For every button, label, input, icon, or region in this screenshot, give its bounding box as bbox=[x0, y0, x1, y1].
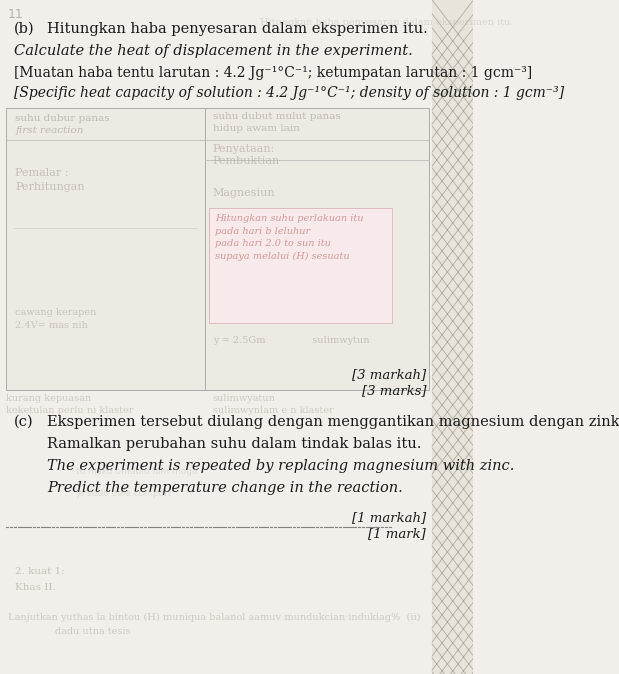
Text: Eksperimen tersebut diulang dengan menggantikan magnesium dengan zink.: Eksperimen tersebut diulang dengan mengg… bbox=[48, 415, 619, 429]
Text: first reaction: first reaction bbox=[15, 126, 84, 135]
Text: dadu utna tesis: dadu utna tesis bbox=[7, 627, 130, 636]
Text: y = 2.5Gm               sulimwytun: y = 2.5Gm sulimwytun bbox=[212, 336, 369, 345]
Text: [Muatan haba tentu larutan : 4.2 Jg⁻¹°C⁻¹; ketumpatan larutan : 1 gcm⁻³]: [Muatan haba tentu larutan : 4.2 Jg⁻¹°C⁻… bbox=[14, 66, 532, 80]
Text: Khas II.: Khas II. bbox=[15, 583, 56, 592]
Text: suhu dubur panas: suhu dubur panas bbox=[15, 114, 110, 123]
Text: Calculate the heat of displacement in the experiment.: Calculate the heat of displacement in th… bbox=[14, 44, 412, 58]
Text: Pembuktian: Pembuktian bbox=[212, 156, 280, 166]
Text: Predict the temperature change in the reaction.: Predict the temperature change in the re… bbox=[48, 481, 403, 495]
Text: sulimwyatun: sulimwyatun bbox=[212, 394, 275, 403]
Text: [1 markah]: [1 markah] bbox=[352, 511, 426, 524]
Bar bbox=[6, 108, 429, 390]
Text: hidup awam lain: hidup awam lain bbox=[212, 124, 300, 133]
Text: Perhitungan: Perhitungan bbox=[15, 182, 85, 192]
Text: Hitungkan suhu perlakuan itu
pada hari b leluhur
pada hari 2.0 to sun itu
supaya: Hitungkan suhu perlakuan itu pada hari b… bbox=[215, 214, 363, 261]
Text: (c): (c) bbox=[14, 415, 33, 429]
Text: (b): (b) bbox=[14, 22, 35, 36]
Bar bbox=[209, 208, 392, 323]
Text: Ramalkan perubahan suhu dalam tindak balas itu.: Ramalkan perubahan suhu dalam tindak bal… bbox=[48, 437, 422, 451]
Text: [1 mark]: [1 mark] bbox=[368, 527, 426, 540]
Text: The experiment is repeated by replacing magnesium with zinc.: The experiment is repeated by replacing … bbox=[48, 459, 515, 473]
Text: sulimwynlam e n klaster: sulimwynlam e n klaster bbox=[212, 406, 334, 415]
Text: Hitungkan haba penyesaran dalam eksperimen itu.: Hitungkan haba penyesaran dalam eksperim… bbox=[260, 18, 513, 27]
Text: to mako omdulo lom mogo: to mako omdulo lom mogo bbox=[77, 467, 198, 476]
Text: [3 marks]: [3 marks] bbox=[361, 384, 426, 397]
Text: 2. kuat 1:: 2. kuat 1: bbox=[15, 567, 65, 576]
Text: Penyataan:: Penyataan: bbox=[212, 144, 275, 154]
Text: Hitungkan haba penyesaran dalam eksperimen itu.: Hitungkan haba penyesaran dalam eksperim… bbox=[48, 22, 428, 36]
Text: kurang kepuasan: kurang kepuasan bbox=[6, 394, 91, 403]
Text: 2.4V= mas nih: 2.4V= mas nih bbox=[15, 321, 88, 330]
Text: Je sudo ovle comport: Je sudo ovle comport bbox=[77, 489, 172, 498]
Text: [3 markah]: [3 markah] bbox=[352, 368, 426, 381]
Text: Pemalar :: Pemalar : bbox=[15, 168, 69, 178]
Text: Lanjutkan yuthas la bintou (H) muniqua balanol aamuv mundukcian indukiag%  (ii): Lanjutkan yuthas la bintou (H) muniqua b… bbox=[7, 613, 420, 622]
Text: suhu dubut mulut panas: suhu dubut mulut panas bbox=[212, 112, 340, 121]
Text: 11: 11 bbox=[7, 8, 24, 21]
Bar bbox=[432, 0, 474, 674]
Text: [Specific heat capacity of solution : 4.2 Jg⁻¹°C⁻¹; density of solution : 1 gcm⁻: [Specific heat capacity of solution : 4.… bbox=[14, 86, 564, 100]
Text: keketulan perlu ni klaster: keketulan perlu ni klaster bbox=[6, 406, 134, 415]
Text: cawang kerapen: cawang kerapen bbox=[15, 308, 97, 317]
Text: Magnesiun: Magnesiun bbox=[212, 188, 275, 198]
